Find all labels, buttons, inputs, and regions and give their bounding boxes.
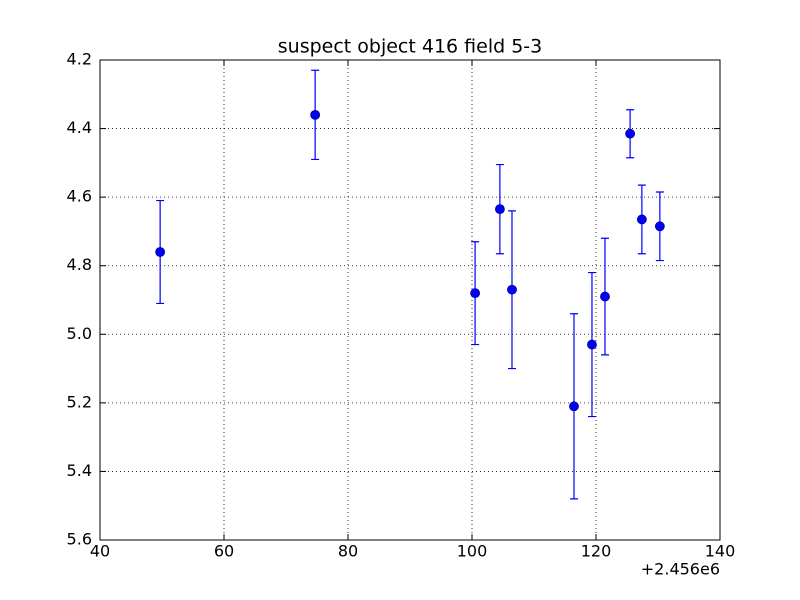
data-point [310,109,321,120]
data-point [600,291,610,302]
data-point [507,284,517,295]
data-point [494,204,505,215]
data-point [155,247,166,257]
x-tick-label: 40 [90,542,110,561]
y-tick-label: 4.8 [67,255,92,274]
y-tick-label: 5.0 [67,324,92,343]
y-tick-label: 5.4 [67,461,92,480]
x-offset-label: +2.456e6 [641,560,720,579]
y-tick-label: 5.6 [67,530,92,549]
x-tick-label: 60 [214,542,234,561]
data-point [587,339,597,350]
data-point [636,214,647,225]
x-tick-label: 80 [338,542,358,561]
plot-frame [99,59,721,541]
chart-title: suspect object 416 field 5-3 [278,36,543,58]
y-tick-label: 4.2 [67,50,92,69]
data-point [569,401,579,412]
x-tick-label: 140 [705,542,736,561]
x-tick-label: 100 [457,542,488,561]
y-tick-label: 4.6 [67,187,92,206]
mark-layer [155,69,665,500]
x-tick-label: 120 [581,542,612,561]
data-point [625,128,635,139]
y-tick-label: 5.2 [67,392,92,411]
data-point [654,221,665,232]
data-point [470,288,481,299]
y-tick-label: 4.4 [67,118,92,137]
